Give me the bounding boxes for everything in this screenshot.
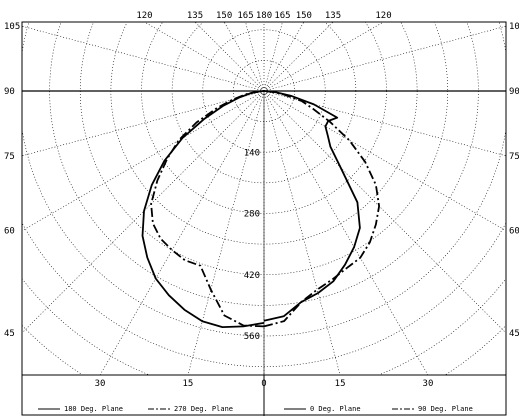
grid-ray [22, 90, 265, 334]
grid-ray [223, 22, 265, 92]
left-tick-label: 90 [4, 87, 15, 97]
right-tick-label: 75 [509, 152, 519, 162]
grid-ray [194, 22, 265, 92]
right-tick-label: 60 [509, 227, 519, 237]
series-line-2 [150, 90, 265, 328]
radial-value-label: 560 [244, 332, 260, 342]
top-tick-label: 150 [216, 11, 232, 21]
grid-ray [263, 22, 305, 92]
right-tick-label: 45 [509, 329, 519, 339]
radial-value-label: 420 [244, 271, 260, 281]
grid-ray [187, 90, 265, 375]
radial-value-label: 280 [244, 210, 260, 220]
grid-ray [263, 90, 429, 375]
top-tick-label: 180 [256, 11, 272, 21]
bottom-tick-label: 15 [182, 379, 193, 389]
legend-label-3: 0 Deg. Plane [310, 405, 361, 413]
top-tick-label: 150 [296, 11, 312, 21]
left-tick-label: 45 [4, 329, 15, 339]
right-tick-label: 90 [509, 87, 519, 97]
series-line-3 [263, 90, 361, 322]
left-tick-label: 105 [4, 22, 20, 32]
series-line-4 [263, 90, 380, 328]
top-tick-label: 135 [325, 11, 341, 21]
top-tick-label: 165 [237, 11, 253, 21]
grid-ray [99, 90, 265, 375]
grid-ray [263, 22, 384, 92]
bottom-tick-label: 15 [335, 379, 346, 389]
grid-ray [263, 22, 334, 92]
curve-layer [141, 90, 380, 328]
legend-label-2: 270 Deg. Plane [174, 405, 233, 413]
left-tick-label: 75 [4, 152, 15, 162]
grid-ray [263, 90, 506, 334]
top-tick-label: 135 [187, 11, 203, 21]
top-tick-label: 120 [375, 11, 391, 21]
radial-value-label: 140 [244, 148, 260, 158]
legend: 180 Deg. Plane 270 Deg. Plane 0 Deg. Plane… [21, 374, 507, 416]
grid-ray [144, 22, 265, 92]
legend-label-4: 90 Deg. Plane [418, 405, 473, 413]
label-layer: 1201351501651801651501351203015015301059… [4, 11, 519, 389]
grid-ray [263, 90, 341, 375]
top-tick-label: 120 [136, 11, 152, 21]
left-tick-label: 60 [4, 227, 15, 237]
legend-label-1: 180 Deg. Plane [64, 405, 123, 413]
bottom-tick-label: 30 [423, 379, 434, 389]
top-tick-label: 165 [274, 11, 290, 21]
bottom-tick-label: 30 [95, 379, 106, 389]
right-tick-label: 105 [509, 22, 519, 32]
